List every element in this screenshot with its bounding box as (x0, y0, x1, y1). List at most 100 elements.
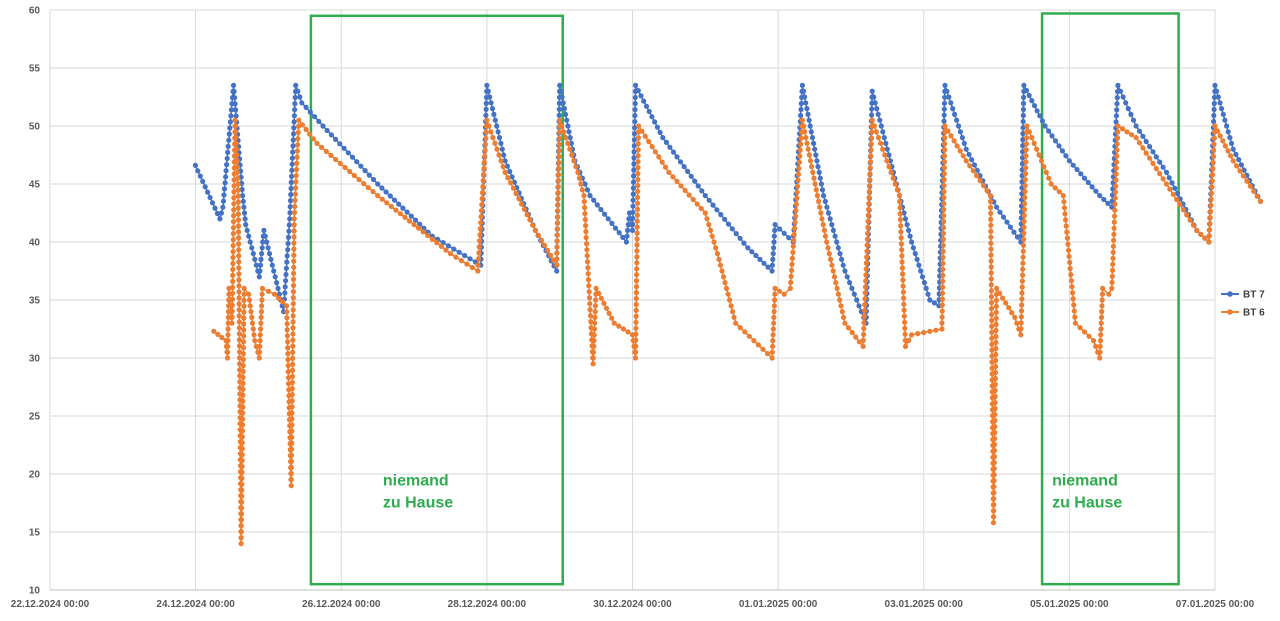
data-point (241, 303, 247, 309)
data-point (222, 180, 228, 186)
data-point (1207, 227, 1213, 233)
data-point (258, 320, 264, 326)
data-point (942, 123, 948, 129)
data-point (232, 95, 238, 101)
data-point (1020, 254, 1026, 260)
data-point (942, 94, 948, 100)
data-point (798, 106, 804, 113)
data-point (790, 249, 796, 255)
data-point (482, 153, 488, 159)
series-layer (192, 82, 1264, 547)
data-point (225, 332, 231, 338)
data-point (831, 274, 838, 280)
data-point (284, 315, 290, 321)
data-point (1018, 308, 1025, 314)
data-point (408, 213, 414, 219)
data-point (633, 349, 639, 355)
data-point (1170, 191, 1176, 197)
data-point (276, 291, 282, 297)
data-point (940, 224, 947, 231)
data-point (283, 278, 289, 284)
data-point (790, 243, 796, 249)
data-point (293, 82, 299, 88)
data-point (769, 262, 776, 268)
data-point (487, 94, 493, 100)
data-point (941, 153, 948, 159)
data-point (771, 320, 777, 326)
data-point (1209, 172, 1215, 178)
data-point (990, 520, 997, 526)
data-point (787, 285, 793, 291)
data-point (816, 198, 822, 204)
data-point (827, 216, 833, 222)
data-point (1209, 184, 1215, 190)
data-point (634, 218, 640, 224)
data-point (1174, 190, 1181, 197)
data-point (952, 111, 958, 117)
data-point (391, 197, 398, 203)
data-point (865, 230, 871, 236)
data-point (795, 183, 801, 189)
data-point (1056, 189, 1062, 195)
data-point (1046, 175, 1052, 181)
data-point (838, 303, 844, 309)
data-point (770, 338, 776, 344)
data-point (663, 139, 670, 145)
data-point (1093, 343, 1099, 349)
data-point (630, 203, 636, 209)
data-point (259, 245, 265, 251)
data-point (1222, 117, 1228, 123)
data-point (492, 140, 498, 146)
data-point (236, 265, 242, 271)
data-point (898, 241, 905, 247)
data-point (307, 131, 313, 137)
data-point (890, 175, 896, 181)
data-point (835, 245, 841, 251)
data-point (988, 234, 994, 240)
data-point (861, 325, 867, 332)
data-point (239, 446, 245, 452)
data-point (291, 246, 297, 252)
data-point (290, 289, 296, 295)
data-point (233, 107, 239, 113)
data-point (567, 135, 573, 141)
data-point (1133, 123, 1139, 129)
data-point (992, 400, 998, 406)
data-point (692, 178, 698, 184)
data-point (558, 88, 564, 94)
data-point (1041, 164, 1047, 170)
data-point (288, 179, 294, 185)
data-point (477, 232, 483, 238)
data-point (624, 233, 630, 239)
data-point (235, 229, 242, 235)
data-point (274, 280, 280, 286)
data-point (358, 163, 364, 169)
data-point (456, 249, 462, 255)
data-point (1099, 309, 1105, 315)
data-point (384, 200, 390, 206)
data-point (593, 297, 599, 303)
data-point (634, 242, 640, 248)
data-point (554, 256, 560, 262)
data-point (234, 152, 240, 158)
data-point (992, 387, 998, 394)
data-point (283, 271, 289, 278)
data-point (590, 361, 596, 367)
data-point (225, 343, 231, 349)
data-point (1097, 343, 1103, 349)
data-point (231, 195, 237, 201)
data-point (994, 204, 1000, 210)
data-point (925, 291, 931, 297)
data-point (291, 258, 297, 264)
data-point (284, 253, 290, 259)
data-point (1109, 285, 1115, 291)
data-point (681, 164, 687, 170)
data-point (742, 329, 748, 335)
data-point (238, 541, 244, 547)
data-point (290, 319, 296, 325)
data-point (609, 315, 615, 321)
data-point (554, 226, 561, 232)
data-point (296, 117, 302, 123)
data-point (942, 135, 948, 141)
data-point (1026, 92, 1032, 99)
